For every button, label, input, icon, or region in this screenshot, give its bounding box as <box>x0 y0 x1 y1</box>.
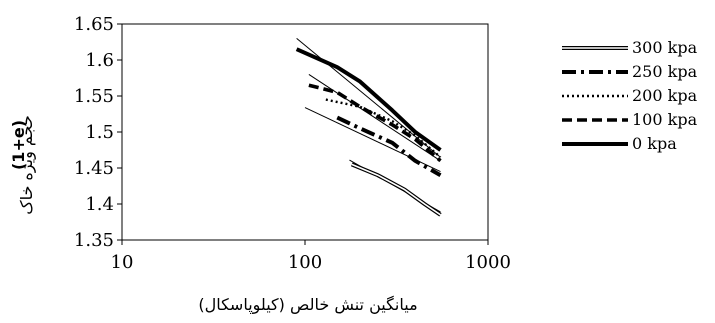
fit-line <box>308 73 441 162</box>
y-tick-label: 1.4 <box>85 194 114 215</box>
series-200-kpa <box>325 98 442 159</box>
legend-item: 300 kpa <box>562 38 698 57</box>
y-tick-label: 1.5 <box>85 122 114 143</box>
legend-label: 100 kpa <box>632 110 698 129</box>
legend-label: 300 kpa <box>632 38 698 57</box>
y-ticks: 1.35 1.4 1.45 1.5 1.55 1.6 1.65 <box>74 14 122 251</box>
series-0-kpa <box>295 38 442 158</box>
x-axis-title: میانگین تنش خالص (کیلوپاسکال) <box>198 295 417 315</box>
legend-label: 0 kpa <box>632 134 677 153</box>
series-line <box>336 115 442 177</box>
legend: 300 kpa 250 kpa 200 kpa 100 kpa 0 kpa <box>562 38 698 153</box>
y-axis-title-rtl: حجم ویژه خاک <box>17 115 37 215</box>
x-tick-label: 1000 <box>465 252 511 273</box>
y-axis-title-ltr: (1+e) <box>9 120 28 170</box>
y-tick-label: 1.55 <box>74 86 114 107</box>
series-line <box>350 162 442 217</box>
fit-line <box>296 38 441 158</box>
legend-item: 0 kpa <box>562 134 677 153</box>
series-100-kpa <box>308 73 442 163</box>
series-line <box>325 98 442 159</box>
x-tick-label: 10 <box>111 252 134 273</box>
legend-item: 200 kpa <box>562 86 698 105</box>
x-tick-label: 100 <box>288 252 322 273</box>
legend-item: 250 kpa <box>562 62 698 81</box>
y-tick-label: 1.45 <box>74 158 114 179</box>
y-tick-label: 1.35 <box>74 230 114 251</box>
series-250-kpa <box>304 107 442 177</box>
series-group <box>295 38 442 217</box>
legend-label: 200 kpa <box>632 86 698 105</box>
series-300-kpa <box>349 159 442 217</box>
series-line-inner <box>351 163 441 216</box>
series-line <box>308 83 442 163</box>
series-line <box>295 47 442 152</box>
y-tick-label: 1.6 <box>85 50 114 71</box>
x-ticks: 10 100 1000 <box>111 240 511 273</box>
legend-label: 250 kpa <box>632 62 698 81</box>
y-axis-title-group: حجم ویژه خاک (1+e) <box>9 115 37 215</box>
legend-item: 100 kpa <box>562 110 698 129</box>
y-tick-label: 1.65 <box>74 14 114 35</box>
